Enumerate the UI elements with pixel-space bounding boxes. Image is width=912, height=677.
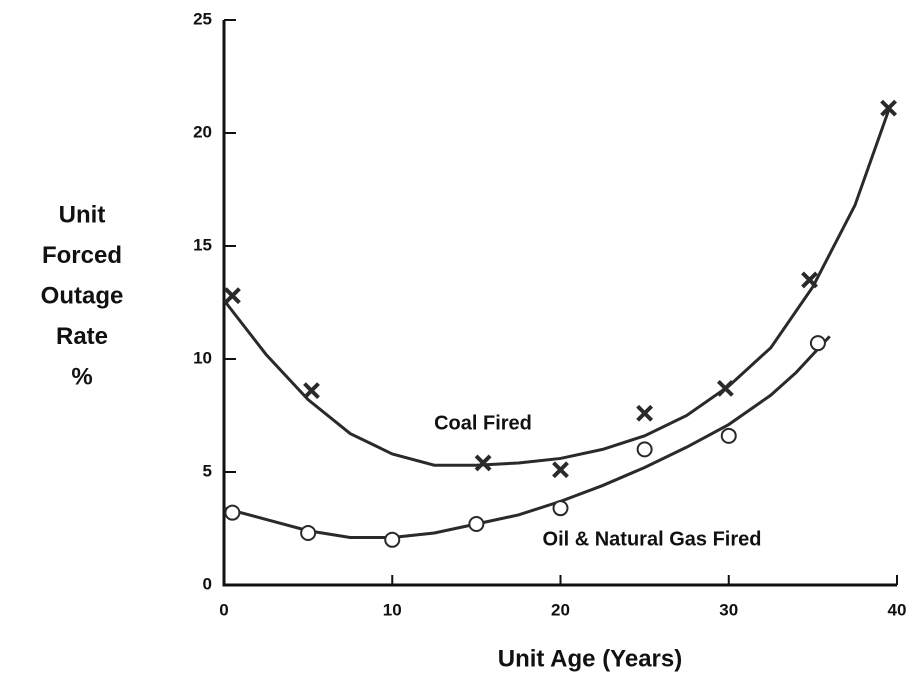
y-tick-label: 25: [193, 9, 212, 28]
y-axis-label: Rate: [56, 323, 108, 350]
x-marker: [552, 461, 569, 479]
series-label: Oil & Natural Gas Fired: [543, 528, 762, 550]
x-tick-label: 40: [888, 600, 907, 619]
y-tick-label: 10: [193, 348, 212, 367]
circle-marker: [552, 500, 569, 517]
circle-marker: [384, 531, 401, 548]
circle-marker: [224, 504, 241, 521]
x-marker: [880, 99, 898, 117]
circle-marker: [720, 427, 737, 444]
x-axis-label: Unit Age (Years): [498, 645, 683, 672]
fit-curve: [222, 109, 891, 467]
x-tick-label: 0: [219, 600, 228, 619]
x-marker: [801, 271, 818, 289]
circle-marker: [300, 525, 317, 542]
y-axis-label: Unit: [59, 201, 106, 228]
x-marker: [636, 404, 654, 422]
y-tick-label: 15: [193, 235, 212, 254]
x-marker: [716, 379, 734, 397]
y-tick-label: 0: [203, 574, 212, 593]
x-marker: [303, 382, 320, 400]
x-marker: [474, 454, 492, 472]
x-marker: [223, 287, 241, 305]
circle-marker: [636, 441, 653, 458]
x-tick-label: 10: [383, 600, 402, 619]
series-label: Coal Fired: [434, 412, 532, 434]
y-axis-label: Forced: [42, 242, 122, 269]
y-tick-label: 20: [193, 122, 212, 141]
y-axis-label: %: [71, 363, 92, 390]
x-tick-label: 20: [551, 600, 570, 619]
fit-curve: [223, 335, 831, 540]
x-tick-label: 30: [719, 600, 738, 619]
y-tick-label: 5: [203, 461, 212, 480]
circle-marker: [468, 515, 485, 532]
y-axis-label: Outage: [41, 282, 124, 309]
circle-marker: [809, 335, 826, 352]
